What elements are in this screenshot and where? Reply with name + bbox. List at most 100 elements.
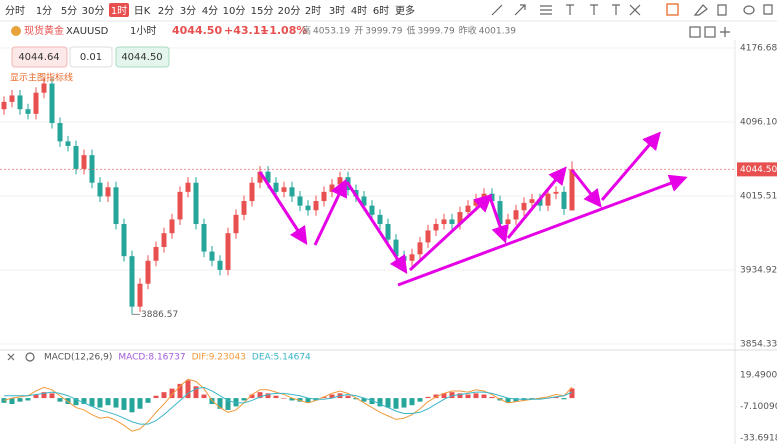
timeframe[interactable]: 3时 (329, 5, 345, 17)
candle-body (49, 83, 55, 124)
macd-bar (257, 392, 263, 399)
candle-body (17, 95, 23, 110)
macd-bar (193, 386, 199, 399)
candle-body (433, 224, 439, 231)
macd-bar (409, 398, 415, 406)
candle-body (153, 246, 159, 261)
candle-body (113, 187, 119, 225)
timeframe[interactable]: 10分 (223, 5, 246, 17)
candle-body (25, 109, 31, 114)
macd-bar (329, 394, 335, 399)
symbol-name[interactable]: 现货黄金 (24, 24, 64, 37)
macd-bar (41, 392, 47, 399)
candle-body (105, 187, 111, 197)
stat-label: 高 (302, 25, 311, 37)
timeframe[interactable]: 1时 (111, 5, 127, 17)
y-tick-label: -33.69187 (740, 434, 777, 444)
legend-entry: DEA:5.14674 (252, 353, 311, 363)
macd-bar (489, 396, 495, 399)
legend-entry: DIF:9.23043 (192, 353, 246, 363)
macd-bar (225, 398, 231, 410)
candle-body (553, 191, 559, 194)
stat-label: 昨收 (459, 25, 477, 37)
indicator-toggle[interactable]: 显示主图指标线 (10, 72, 73, 84)
candle-body (313, 201, 319, 211)
candle-body (441, 219, 447, 225)
timeframe[interactable]: 日K (134, 6, 151, 17)
timeframe[interactable]: 30分 (82, 5, 105, 17)
timeframe[interactable]: 5分 (61, 5, 77, 17)
macd-bar (297, 398, 303, 402)
candle-body (65, 141, 71, 146)
ask-price[interactable]: 4044.50 (121, 52, 162, 63)
macd-bar (153, 395, 159, 399)
timeframe[interactable]: 15分 (251, 5, 274, 17)
macd-bar (73, 398, 79, 406)
timeframe[interactable]: 2分 (158, 5, 174, 17)
candle-body (337, 177, 343, 185)
candle-body (73, 145, 79, 169)
macd-bar (377, 398, 383, 407)
timeframe[interactable]: 20分 (278, 5, 301, 17)
macd-bar (17, 398, 23, 402)
candle-body (529, 199, 535, 203)
timeframe[interactable]: 3分 (180, 5, 196, 17)
candle-body (169, 219, 175, 234)
timeframe[interactable]: 4分 (202, 5, 218, 17)
macd-bar (473, 393, 479, 399)
timeframe[interactable]: 2时 (305, 5, 321, 17)
drawing-tools[interactable] (491, 3, 773, 16)
candle-body (97, 182, 103, 197)
ask-box[interactable] (115, 46, 170, 68)
candle-body (537, 199, 543, 206)
macd-bar (353, 398, 359, 400)
timeframe[interactable]: 更多 (395, 4, 415, 17)
candle-body (457, 212, 463, 225)
macd-bar (369, 398, 375, 405)
timeframe[interactable]: 6时 (373, 5, 389, 17)
macd-bar (249, 394, 255, 399)
macd-bar (137, 398, 143, 409)
timeframe[interactable]: 分时 (5, 5, 25, 17)
y-tick-label: 3854.33 (740, 340, 777, 350)
candle-body (249, 182, 255, 202)
pane-tools[interactable] (7, 26, 730, 362)
macd-bar (385, 398, 391, 408)
candle-body (545, 193, 551, 206)
candle-body (377, 214, 383, 225)
macd-bar (569, 388, 575, 399)
candle-body (217, 260, 223, 270)
symbol-icon (11, 26, 21, 36)
macd-bar (393, 398, 399, 409)
macd-bar (81, 398, 87, 405)
macd-bar (281, 398, 287, 399)
lot-box[interactable] (69, 46, 113, 68)
macd-bar (113, 398, 119, 408)
candle-body (81, 155, 87, 169)
candle-body (393, 239, 399, 257)
candle-body (33, 92, 39, 114)
candle-body (41, 83, 47, 93)
candle-body (1, 101, 7, 110)
bid-box[interactable] (11, 46, 68, 68)
candle-body (473, 199, 479, 206)
candle-body (425, 230, 431, 243)
macd-bar (273, 395, 279, 399)
candle-body (57, 123, 63, 142)
bid-price[interactable]: 4044.64 (18, 52, 59, 63)
trend-annotations (258, 131, 688, 287)
macd-bar (33, 394, 39, 399)
macd-bar (185, 380, 191, 399)
candle-body (161, 233, 167, 247)
symbol-code: XAUUSD (66, 26, 109, 37)
macd-bar (465, 394, 471, 399)
macd-bar (57, 398, 63, 402)
timeframe[interactable]: 4时 (351, 5, 367, 17)
macd-bar (105, 398, 111, 406)
lot-size[interactable]: 0.01 (80, 52, 102, 63)
candle-body (241, 201, 247, 215)
macd-bar (401, 398, 407, 408)
timeframe[interactable]: 1分 (36, 5, 52, 17)
macd-line (3, 378, 573, 432)
candle-body (369, 205, 375, 215)
